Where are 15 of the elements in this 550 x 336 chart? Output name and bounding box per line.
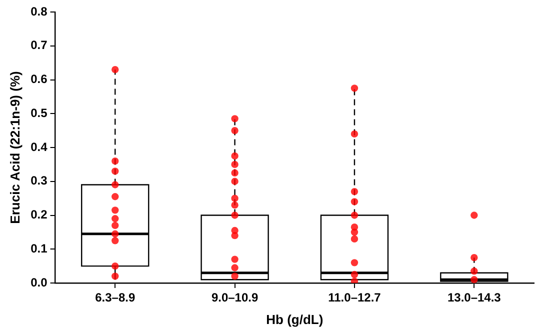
y-tick-label: 0.4: [30, 140, 48, 154]
x-tick-label: 11.0–12.7: [328, 290, 382, 305]
y-tick-label: 0.0: [30, 275, 48, 290]
y-tick-label: 0.6: [30, 72, 48, 86]
y-tick-label: 0.3: [30, 174, 48, 188]
y-axis-title: Erucic Acid (22:1n-9) (%): [7, 71, 22, 224]
x-axis-title: Hb (g/dL): [266, 312, 324, 327]
y-tick-label: 0.1: [30, 241, 48, 256]
x-tick-label: 6.3–8.9: [95, 290, 136, 305]
y-tick-label: 0.2: [30, 208, 48, 222]
y-tick-label: 0.8: [30, 4, 48, 18]
x-tick-label: 9.0–10.9: [211, 290, 258, 305]
x-tick-label: 13.0–14.3: [447, 290, 502, 305]
y-tick-label: 0.5: [30, 106, 48, 120]
y-tick-label: 0.7: [30, 38, 48, 52]
